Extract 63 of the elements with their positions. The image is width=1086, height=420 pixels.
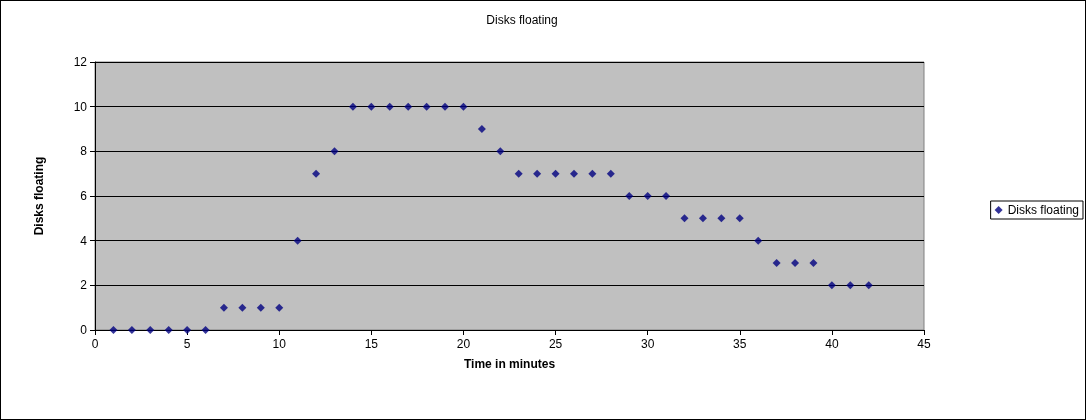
point [551,169,560,178]
point [514,169,523,178]
point [698,214,707,223]
point [330,147,339,156]
chart-title: Disks floating [486,13,558,27]
point [477,125,486,133]
y-axis-title: Disks floating [32,156,46,236]
point [754,236,763,245]
legend-label: Disks floating [1007,203,1080,217]
x-tick-label: 35 [733,337,747,351]
point [219,303,228,312]
point [662,192,671,200]
point [385,102,394,111]
point [127,326,136,334]
point [643,192,652,200]
x-tick-label: 5 [183,337,191,351]
point [275,303,284,312]
point [717,214,726,223]
point [606,169,615,178]
x-tick-label: 45 [917,337,931,351]
y-tick-label: 8 [80,144,88,159]
y-tick-label: 10 [73,99,88,114]
x-tick-label: 30 [640,337,655,351]
point [846,281,855,290]
point [312,169,321,178]
point [109,326,118,334]
x-tick-label: 0 [91,337,99,351]
point [367,102,376,111]
point [201,326,210,334]
x-tick-label: 40 [825,337,839,351]
point [256,303,265,312]
point [183,326,192,334]
point [293,236,302,245]
y-tick-label: 0 [80,323,88,337]
point [809,259,818,267]
point [791,259,800,267]
point [441,102,450,111]
y-tick-label: 2 [80,278,88,293]
point [864,281,873,290]
point [772,259,781,267]
point [164,326,173,334]
x-axis-title: Time in minutes [463,357,556,371]
x-tick-label: 20 [456,337,471,351]
x-tick-label: 10 [272,337,287,351]
x-tick-label: 25 [548,337,563,351]
point [625,192,634,200]
point [238,303,247,312]
point [348,102,357,111]
y-tick-label: 6 [80,189,88,203]
point [496,147,505,156]
point [588,169,597,178]
y-tick-label: 4 [80,233,88,248]
point [146,326,155,334]
x-tick-label: 15 [364,337,379,351]
point [404,102,413,111]
point [569,169,578,178]
point [422,102,431,111]
point [533,169,542,178]
point [827,281,836,290]
point [680,214,689,223]
y-tick-label: 12 [73,55,88,69]
point [735,214,744,223]
point [459,102,468,111]
